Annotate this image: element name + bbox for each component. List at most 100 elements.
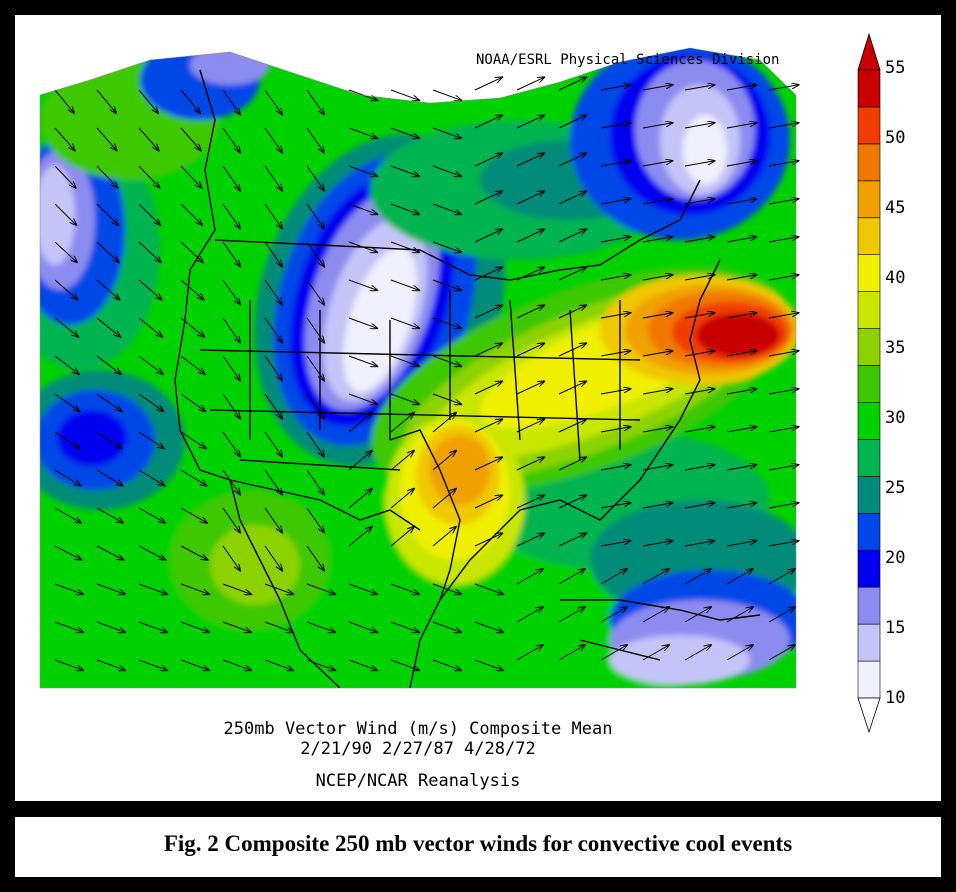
wind-vector	[432, 317, 461, 328]
colorbar-swatch	[857, 328, 881, 366]
wind-vector	[516, 229, 544, 243]
wind-vector	[306, 393, 324, 419]
wind-vector	[684, 237, 715, 243]
wind-vector	[726, 503, 757, 509]
wind-vector	[558, 153, 586, 167]
colorbar-swatch	[857, 180, 881, 219]
wind-vector	[54, 127, 75, 151]
wind-vector	[768, 351, 799, 357]
wind-vector	[54, 203, 76, 225]
wind-vector	[348, 165, 377, 176]
colorbar-swatch	[857, 106, 881, 145]
wind-vector	[432, 355, 461, 366]
wind-vector	[474, 343, 502, 357]
wind-vector	[390, 413, 414, 433]
wind-vector	[474, 191, 502, 205]
wind-vector	[306, 545, 324, 571]
colorbar-tick-55: 55	[885, 58, 906, 78]
wind-vector	[600, 85, 631, 91]
wind-vector	[96, 355, 121, 374]
wind-vector	[264, 659, 293, 670]
wind-vector	[600, 161, 631, 167]
wind-vector	[348, 659, 377, 670]
wind-vector	[642, 123, 673, 129]
colorbar-swatch	[857, 254, 881, 292]
wind-vector	[390, 451, 414, 471]
wind-vector	[180, 203, 202, 225]
wind-vector	[474, 115, 502, 129]
wind-vector	[768, 503, 799, 509]
wind-vector	[432, 165, 461, 176]
colorbar-swatch	[857, 143, 881, 182]
wind-vector	[138, 583, 167, 594]
wind-vector	[432, 659, 461, 670]
wind-vector	[264, 507, 282, 533]
wind-vector	[54, 355, 79, 374]
wind-vector	[726, 569, 753, 585]
wind-vector	[180, 317, 204, 337]
wind-vector	[726, 313, 757, 319]
colorbar-tick-10: 10	[885, 688, 906, 708]
wind-vector	[264, 317, 282, 343]
wind-vector	[264, 355, 282, 381]
wind-vector	[768, 569, 795, 585]
wind-vector	[390, 241, 419, 252]
wind-vector	[306, 241, 324, 267]
wind-vector	[516, 343, 544, 357]
wind-vector	[684, 351, 715, 357]
wind-vector	[348, 241, 377, 252]
colorbar-swatch	[857, 660, 881, 699]
wind-vector	[516, 77, 544, 91]
wind-vector	[642, 85, 673, 91]
wind-vector	[264, 621, 293, 632]
wind-vector	[516, 495, 544, 509]
wind-vector	[54, 621, 83, 632]
wind-vector	[600, 237, 631, 243]
colorbar-swatch	[857, 623, 881, 662]
wind-vector	[600, 569, 627, 585]
wind-vector	[180, 621, 209, 632]
wind-vector	[264, 469, 282, 495]
wind-vector	[516, 533, 544, 547]
wind-vector	[54, 431, 80, 449]
wind-vector	[138, 241, 161, 262]
wind-vector	[684, 123, 715, 129]
wind-vector	[222, 127, 240, 153]
wind-vector	[264, 583, 293, 594]
wind-vector	[54, 469, 81, 486]
wind-vector	[516, 115, 544, 129]
wind-vector	[558, 645, 585, 661]
wind-vector	[264, 279, 282, 305]
wind-vector	[348, 527, 372, 547]
colorbar-tick-45: 45	[885, 198, 906, 218]
wind-vector	[726, 645, 753, 661]
wind-vector	[642, 465, 673, 471]
wind-vector	[390, 659, 419, 670]
wind-vector	[222, 241, 240, 267]
wind-vector	[222, 279, 240, 305]
wind-vector	[516, 645, 543, 661]
wind-vector	[54, 659, 83, 670]
wind-vector	[684, 503, 715, 509]
wind-vector	[96, 279, 120, 300]
wind-vector	[222, 317, 240, 343]
wind-vector	[642, 199, 673, 205]
wind-vector	[726, 85, 757, 91]
wind-vector	[222, 621, 251, 632]
wind-vector	[306, 317, 324, 343]
colorbar-tick-40: 40	[885, 268, 906, 288]
wind-vector	[558, 115, 586, 129]
wind-vector	[558, 457, 586, 471]
wind-vector	[558, 267, 586, 281]
wind-vector	[138, 507, 165, 523]
wind-vector	[54, 393, 80, 411]
wind-vector	[516, 381, 544, 395]
colorbar-min-arrow	[857, 697, 881, 734]
wind-vector	[432, 89, 461, 100]
wind-vector	[264, 431, 282, 457]
wind-vector	[348, 583, 377, 594]
wind-vector	[684, 427, 715, 433]
colorbar-swatch	[857, 402, 881, 440]
wind-vector	[180, 545, 208, 560]
wind-vector	[180, 507, 207, 523]
